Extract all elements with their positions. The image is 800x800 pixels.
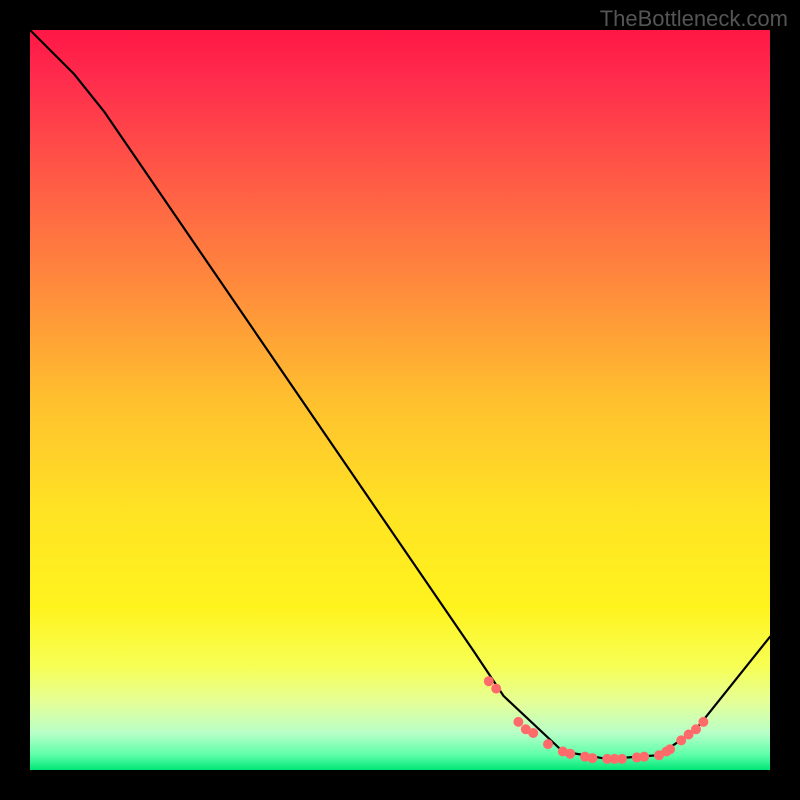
- plot-area: [30, 30, 770, 770]
- bottleneck-chart: [30, 30, 770, 770]
- watermark-text: TheBottleneck.com: [600, 6, 788, 32]
- outer-frame: TheBottleneck.com: [0, 0, 800, 800]
